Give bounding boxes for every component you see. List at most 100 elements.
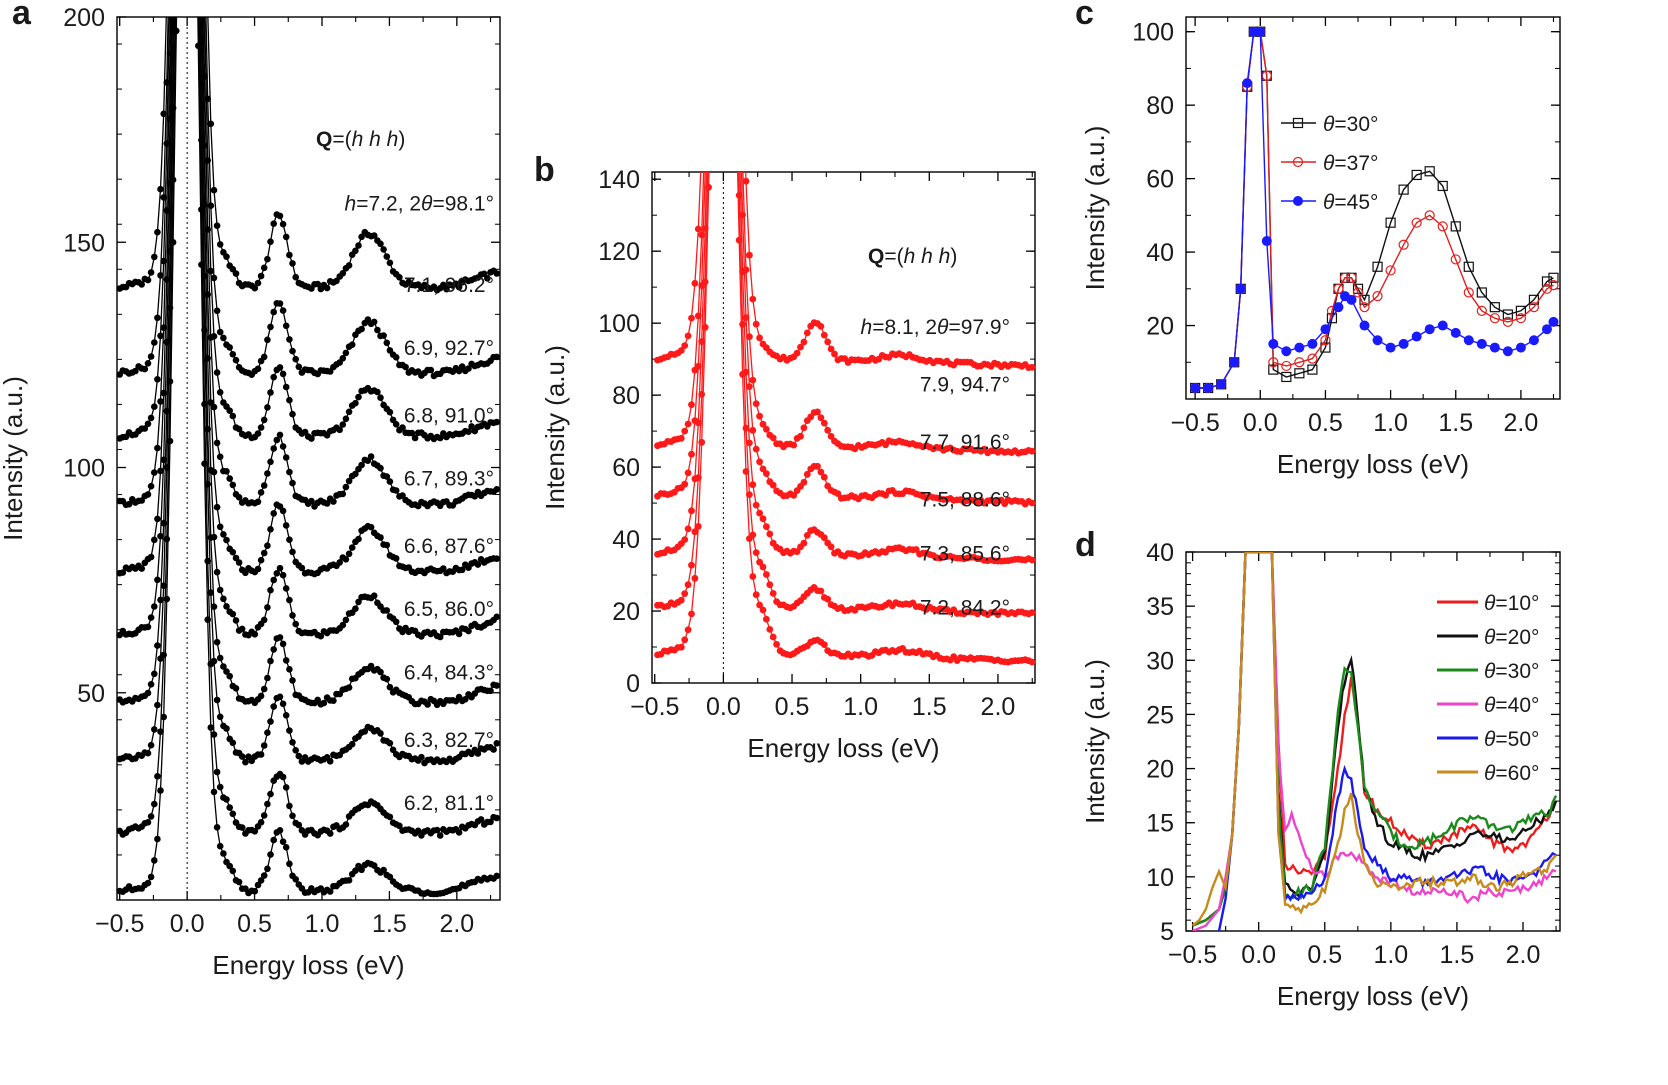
panel-a-data-point [276,827,284,834]
panel-a-xtick-label: 1.5 [372,910,407,938]
panel-b-data-point [677,434,685,442]
panel-a-data-point [455,630,463,638]
panel-b-series-line [657,172,1033,505]
panel-b-data-point [759,563,767,571]
panel-a-data-point [386,813,394,821]
panel-a-data-point [264,604,271,611]
panel-c-data-point [1268,338,1279,349]
panel-a-series-label: 6.8, 91.0° [404,404,494,427]
panel-a-data-point [257,751,265,758]
panel-b-series-label: 7.9, 94.7° [920,374,1010,397]
panel-a-data-point [257,877,265,884]
panel-b-xtick-label: 1.5 [912,693,947,721]
panel-c-data-point [1339,272,1351,283]
panel-a-data-point [330,498,337,505]
panel-a-data-point [436,434,444,442]
panel-a-data-point [352,399,359,407]
panel-a-xtick-label: −0.5 [95,910,144,938]
panel-a-data-point [223,725,230,732]
panel-c-data-point [1515,313,1527,324]
panel-a-series-label: 6.9, 92.7° [404,337,494,360]
panel-c-data-point [1450,327,1461,338]
panel-a-data-point [455,283,463,291]
panel-b-data-point [752,549,760,556]
panel-letter-b: b [534,151,555,189]
panel-a-data-point [210,788,218,796]
panel-d-xtick-label: 0.5 [1307,941,1342,969]
panel-a-data-point [355,393,362,401]
panel-b-ytick-label: 60 [612,454,640,482]
panel-c-data-point [1372,335,1383,346]
panel-a-data-point [462,696,469,703]
panel-a-data-point [358,461,365,469]
panel-a-data-point [342,483,350,491]
panel-a-data-point [154,228,161,236]
panel-c-legend-marker [1292,156,1304,168]
panel-b-data-point [681,342,689,349]
panel-a-data-point [157,467,164,475]
panel-a-data-point [345,477,353,485]
panel-a-data-point [342,415,350,423]
panel-a-data-point [251,828,259,835]
panel-a-data-point [213,439,221,447]
panel-a-data-point [213,222,221,229]
panel-a-data-point [374,326,381,334]
panel-a-data-point [270,510,278,517]
panel-a-data-point [151,469,158,476]
panel-a-data-point [260,812,268,819]
panel-c-xtick-label: 2.0 [1504,409,1539,437]
panel-a-data-point [493,872,501,880]
panel-c-data-point [1268,357,1279,368]
panel-a-data-point [216,523,224,531]
panel-b-data-point [742,424,750,432]
panel-d-legend-label: θ=20° [1484,626,1539,649]
panel-a-data-point [144,276,152,284]
panel-a-data-point [273,436,281,444]
panel-b-data-point [817,587,825,595]
panel-a-data-point [276,364,284,371]
panel-letter-d: d [1075,526,1096,564]
panel-a-data-point [286,860,293,868]
panel-b-series-label: 7.2, 84.2° [920,597,1010,620]
panel-a-data-point [267,323,274,331]
panel-a-data-point [295,752,303,760]
panel-b-data-point [749,573,757,580]
panel-b-data-point [684,332,692,340]
panel-a-data-point [282,784,290,791]
panel-a-plot-frame [116,16,501,901]
panel-a-data-point [487,818,494,826]
panel-a-data-point [154,701,161,709]
panel-c-ytick-label: 80 [1146,92,1174,120]
panel-c-data-point [1411,217,1422,228]
panel-a-data-point [235,494,243,501]
panel-a-data-point [157,596,164,604]
panel-a-data-point [282,712,290,719]
panel-a-data-point [358,866,365,874]
panel-a-data-point [138,565,145,572]
panel-b-data-point [797,343,804,351]
panel-c-data-point [1294,368,1305,379]
panel-d-legend-label: θ=40° [1484,694,1539,717]
panel-a-data-point [436,633,444,641]
panel-a-data-point [260,482,268,489]
panel-b-data-point [1028,447,1036,455]
panel-a-data-point [229,810,237,818]
panel-b-data-point [824,595,832,603]
panel-a-data-point [418,753,425,761]
panel-d-legend-label: θ=60° [1484,762,1539,785]
panel-a-data-point [383,675,391,683]
panel-a-data-point [267,389,274,396]
panel-b-data-point [1028,658,1036,666]
panel-a-data-point [276,300,284,307]
panel-b-data-point [769,633,777,641]
panel-b-data-point [766,581,774,589]
panel-b-data-point [800,478,808,486]
panel-a-data-point [223,468,230,475]
panel-b-data-point [756,601,763,609]
panel-c-xtick-label: 0.5 [1308,409,1343,437]
panel-a-q-annotation: Q=(h h h) [316,128,405,151]
panel-a-data-point [207,120,215,128]
panel-a-data-point [264,336,271,344]
panel-a-data-point [169,176,177,184]
panel-b-data-point [793,349,801,357]
